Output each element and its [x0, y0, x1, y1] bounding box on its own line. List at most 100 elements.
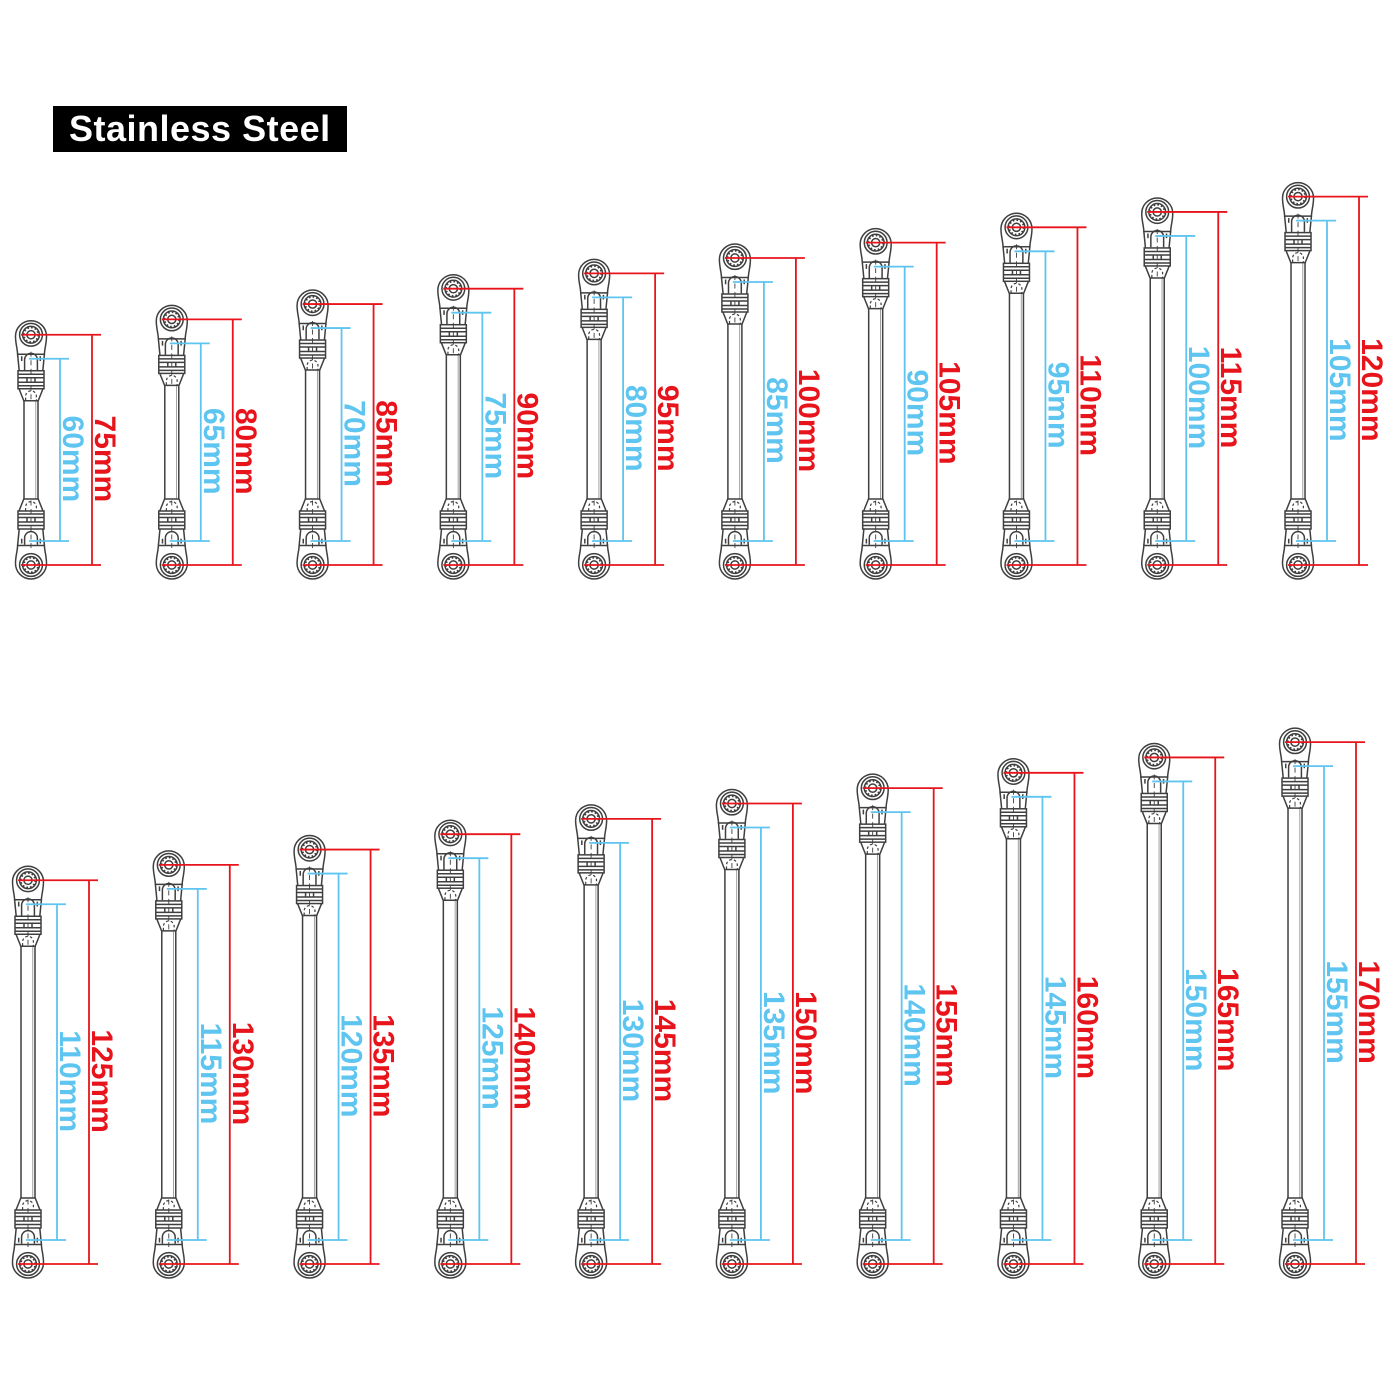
inner-length-label: 125mm: [475, 1006, 508, 1109]
outer-dimension: [440, 833, 521, 1265]
link-rod-150mm: 135mm 150mm: [716, 790, 822, 1279]
link-rod-125mm: 110mm 125mm: [13, 866, 118, 1278]
outer-length-label: 80mm: [229, 408, 262, 495]
rod-drawing: [16, 321, 47, 579]
inner-length-label: 90mm: [901, 369, 934, 456]
outer-dimension: [21, 333, 101, 566]
outer-length-label: 105mm: [933, 361, 966, 464]
inner-length-label: 70mm: [338, 400, 371, 487]
inner-dimension: [448, 857, 489, 1241]
rod-drawing: [1280, 728, 1311, 1278]
rod-drawing: [857, 774, 888, 1278]
link-rod-100mm: 85mm 100mm: [719, 244, 825, 579]
link-rod-155mm: 140mm 155mm: [857, 774, 963, 1278]
inner-dimension: [870, 811, 911, 1241]
link-rod-95mm: 80mm 95mm: [579, 259, 684, 579]
outer-length-label: 90mm: [510, 392, 543, 479]
link-rod-140mm: 125mm 140mm: [435, 820, 540, 1278]
outer-length-label: 150mm: [789, 991, 822, 1094]
outer-length-label: 155mm: [930, 983, 963, 1086]
inner-dimension: [451, 311, 492, 542]
outer-dimension: [1003, 771, 1084, 1265]
inner-dimension: [166, 888, 207, 1241]
outer-dimension: [302, 303, 383, 566]
outer-dimension: [161, 318, 242, 566]
link-rod-165mm: 150mm 165mm: [1139, 743, 1244, 1278]
inner-dimension: [1155, 235, 1196, 542]
rod-drawing: [156, 305, 187, 579]
outer-length-label: 110mm: [1073, 354, 1106, 456]
outer-length-label: 95mm: [651, 385, 684, 472]
outer-dimension: [1006, 226, 1087, 566]
outer-dimension: [581, 817, 662, 1265]
rod-drawing: [435, 820, 466, 1278]
link-rod-160mm: 145mm 160mm: [998, 759, 1103, 1278]
outer-dimension: [158, 864, 239, 1265]
outer-length-label: 165mm: [1211, 968, 1244, 1071]
inner-dimension: [169, 342, 210, 542]
outer-length-label: 130mm: [226, 1022, 259, 1125]
inner-dimension: [732, 281, 773, 542]
link-rod-130mm: 115mm 130mm: [153, 851, 259, 1278]
link-rod-145mm: 130mm 145mm: [576, 805, 681, 1278]
inner-length-label: 120mm: [335, 1014, 368, 1117]
outer-length-label: 125mm: [85, 1029, 118, 1132]
inner-length-label: 80mm: [619, 385, 652, 472]
inner-dimension: [589, 841, 630, 1241]
inner-dimension: [1152, 780, 1193, 1241]
inner-dimension: [592, 296, 633, 542]
outer-dimension: [1288, 195, 1369, 566]
outer-length-label: 120mm: [1355, 338, 1388, 441]
outer-dimension: [865, 241, 946, 566]
rod-drawing: [579, 259, 610, 579]
inner-dimension: [307, 872, 348, 1241]
inner-length-label: 85mm: [760, 377, 793, 464]
rod-drawing: [1001, 213, 1032, 579]
inner-length-label: 155mm: [1320, 960, 1353, 1063]
inner-dimension: [729, 826, 770, 1241]
inner-length-label: 135mm: [757, 991, 790, 1094]
inner-length-label: 60mm: [56, 416, 89, 503]
link-rod-85mm: 70mm 85mm: [297, 290, 403, 579]
inner-dimension: [310, 327, 351, 542]
inner-length-label: 95mm: [1041, 362, 1074, 449]
rod-drawing: [860, 229, 891, 579]
rod-drawing: [576, 805, 607, 1278]
inner-length-label: 100mm: [1182, 346, 1215, 449]
inner-dimension: [1014, 250, 1055, 542]
inner-length-label: 145mm: [1038, 976, 1071, 1079]
rod-drawing: [1142, 198, 1173, 579]
outer-dimension: [862, 787, 943, 1265]
outer-dimension: [1144, 756, 1225, 1265]
rod-drawing: [438, 275, 469, 579]
link-rod-115mm: 100mm 115mm: [1142, 198, 1247, 579]
rod-drawing: [153, 851, 184, 1278]
rod-drawing: [13, 866, 44, 1278]
outer-dimension: [721, 802, 802, 1265]
inner-dimension: [1011, 795, 1052, 1241]
inner-dimension: [873, 265, 914, 542]
outer-length-label: 145mm: [648, 999, 681, 1102]
outer-dimension: [1285, 741, 1366, 1265]
outer-length-label: 135mm: [367, 1014, 400, 1117]
rod-drawing: [297, 290, 328, 579]
outer-length-label: 140mm: [507, 1006, 540, 1109]
inner-dimension: [26, 903, 66, 1241]
rod-drawing: [1283, 183, 1314, 579]
link-rod-110mm: 95mm 110mm: [1001, 213, 1106, 579]
link-rod-120mm: 105mm 120mm: [1283, 183, 1388, 579]
inner-dimension: [29, 357, 69, 542]
material-title-badge: Stainless Steel: [53, 106, 347, 152]
inner-length-label: 110mm: [53, 1030, 86, 1132]
link-rod-80mm: 65mm 80mm: [156, 305, 262, 579]
inner-dimension: [1296, 219, 1337, 542]
outer-dimension: [18, 879, 98, 1265]
link-rod-135mm: 120mm 135mm: [294, 836, 400, 1278]
link-rod-75mm: 60mm 75mm: [16, 321, 121, 579]
outer-dimension: [443, 287, 524, 566]
rod-drawing: [294, 836, 325, 1278]
link-rod-170mm: 155mm 170mm: [1280, 728, 1385, 1278]
outer-dimension: [299, 848, 380, 1265]
